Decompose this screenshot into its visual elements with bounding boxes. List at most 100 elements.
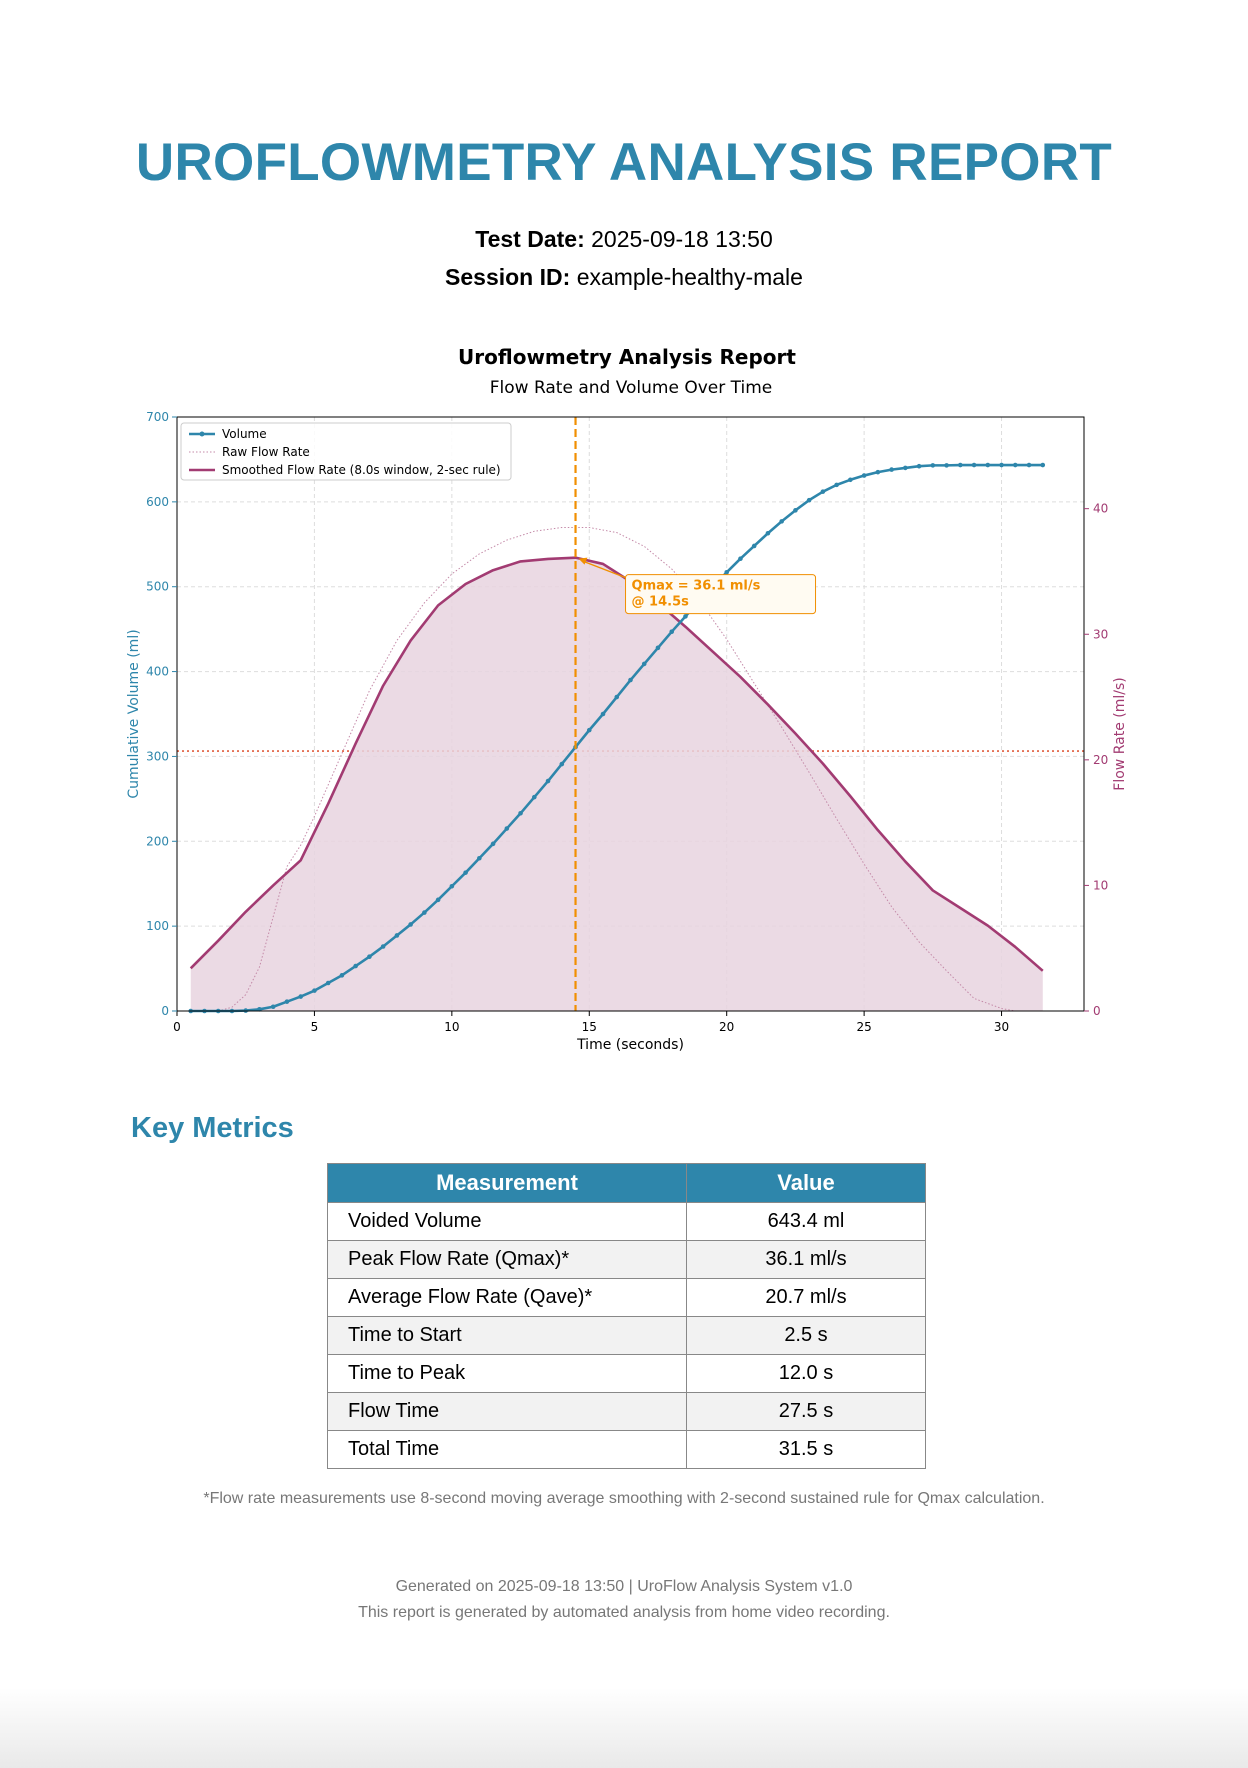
test-date-label: Test Date:	[475, 226, 585, 252]
volume-point	[257, 1007, 262, 1012]
table-row: Flow Time 27.5 s	[327, 1392, 926, 1431]
volume-point	[270, 1004, 276, 1010]
metrics-header-row: Measurement Value	[327, 1163, 926, 1203]
y-right-tick-label: 40	[1093, 502, 1108, 516]
page-bottom-shade	[0, 1688, 1248, 1768]
y-left-tick-label: 400	[146, 665, 169, 679]
test-date-value: 2025-09-18 13:50	[591, 226, 773, 252]
volume-point	[820, 489, 826, 494]
footer-disclaimer: This report is generated by automated an…	[358, 1604, 890, 1621]
metric-value: 36.1 ml/s	[686, 1240, 926, 1279]
metric-value: 27.5 s	[686, 1392, 926, 1431]
volume-point	[422, 910, 427, 915]
qmax-annotation-box	[625, 574, 817, 615]
x-axis-label: Time (seconds)	[576, 1037, 684, 1053]
session-id-label: Session ID:	[445, 264, 571, 290]
metric-value: 643.4 ml	[686, 1202, 926, 1241]
y-right-tick-label: 10	[1093, 878, 1108, 892]
x-tick-label: 0	[173, 1020, 181, 1034]
y-left-tick-label: 0	[161, 1004, 169, 1018]
volume-point	[793, 508, 798, 513]
smoothed-flow-line	[189, 556, 1044, 972]
table-row: Time to Peak 12.0 s	[327, 1354, 926, 1393]
volume-point	[1012, 462, 1018, 468]
flow-fill-group	[190, 557, 1043, 1011]
table-row: Time to Start 2.5 s	[327, 1316, 926, 1355]
raw-flow-group	[218, 527, 1016, 1012]
metric-name: Flow Time	[327, 1392, 687, 1431]
chart-legend: Volume Raw Flow Rate Smoothed Flow Rate …	[180, 422, 512, 481]
volume-point	[641, 661, 647, 667]
volume-point	[944, 463, 949, 468]
volume-point	[367, 954, 372, 959]
volume-point	[848, 477, 853, 483]
legend-volume-label: Volume	[222, 427, 267, 441]
qmax-annotation-line2: @ 14.5s	[632, 595, 690, 610]
volume-series-group	[188, 462, 1046, 1014]
y-right-axis-label: Flow Rate (ml/s)	[1112, 677, 1128, 790]
volume-point	[463, 870, 468, 875]
key-metrics-heading: Key Metrics	[131, 1112, 294, 1144]
y-left-tick-label: 100	[146, 919, 169, 933]
table-row: Average Flow Rate (Qave)* 20.7 ml/s	[327, 1278, 926, 1317]
volume-point	[903, 465, 908, 471]
footer-generated: Generated on 2025-09-18 13:50 | UroFlow …	[395, 1578, 853, 1595]
metric-value: 2.5 s	[686, 1316, 926, 1355]
table-row: Voided Volume 643.4 ml	[327, 1202, 926, 1241]
volume-point	[889, 467, 894, 472]
raw-flow-line	[218, 527, 1016, 1012]
test-date-line: Test Date: 2025-09-18 13:50	[0, 226, 1248, 253]
footnote: *Flow rate measurements use 8-second mov…	[203, 1490, 1045, 1507]
volume-point	[958, 462, 963, 468]
volume-point	[1026, 462, 1032, 468]
report-title: UROFLOWMETRY ANALYSIS REPORT	[135, 133, 1113, 192]
volume-point	[559, 761, 565, 767]
metric-value: 20.7 ml/s	[686, 1278, 926, 1317]
volume-point	[284, 999, 290, 1004]
y-left-tick-label: 600	[146, 495, 169, 509]
volume-point	[999, 462, 1004, 468]
x-tick-label: 15	[582, 1020, 597, 1034]
x-tick-label: 5	[311, 1020, 319, 1034]
y-left-tick-label: 300	[146, 749, 169, 763]
volume-point	[504, 826, 510, 831]
volume-point	[779, 519, 784, 524]
volume-point	[724, 569, 729, 575]
y-right-tick-label: 20	[1093, 753, 1108, 767]
table-row: Peak Flow Rate (Qmax)* 36.1 ml/s	[327, 1240, 926, 1279]
volume-point	[1040, 462, 1046, 468]
x-tick-label: 10	[444, 1020, 459, 1034]
volume-point	[545, 778, 551, 784]
volume-point	[477, 855, 482, 861]
volume-point	[312, 988, 317, 993]
y-left-tick-label: 500	[146, 580, 169, 594]
session-id-line: Session ID: example-healthy-male	[0, 264, 1248, 291]
x-tick-label: 20	[719, 1020, 734, 1034]
volume-point	[930, 463, 936, 468]
volume-point	[683, 614, 688, 619]
volume-point	[380, 944, 386, 949]
volume-point	[875, 469, 881, 475]
volume-point	[669, 629, 675, 634]
y-left-axis-label: Cumulative Volume (ml)	[126, 629, 142, 798]
volume-point	[435, 897, 441, 903]
uroflow-chart: Uroflowmetry Analysis Report Flow Rate a…	[126, 345, 1128, 1053]
y-left-tick-label: 700	[146, 410, 169, 424]
volume-point	[449, 883, 455, 889]
chart-title: Uroflowmetry Analysis Report	[458, 345, 796, 369]
volume-point	[751, 543, 757, 549]
metric-name: Voided Volume	[327, 1202, 687, 1241]
volume-point	[916, 463, 922, 469]
volume-point	[834, 482, 839, 488]
volume-point	[394, 933, 400, 938]
plot-frame	[176, 416, 1085, 1012]
qmax-marker-group: Qmax = 36.1 ml/s@ 14.5s	[574, 417, 817, 1011]
volume-point	[298, 994, 303, 999]
volume-point	[765, 530, 771, 536]
column-header-measurement: Measurement	[327, 1163, 687, 1203]
volume-point	[655, 645, 661, 651]
legend-raw-label: Raw Flow Rate	[222, 445, 310, 459]
volume-point	[325, 980, 331, 986]
y-left-tick-label: 200	[146, 834, 169, 848]
metric-value: 12.0 s	[686, 1354, 926, 1393]
